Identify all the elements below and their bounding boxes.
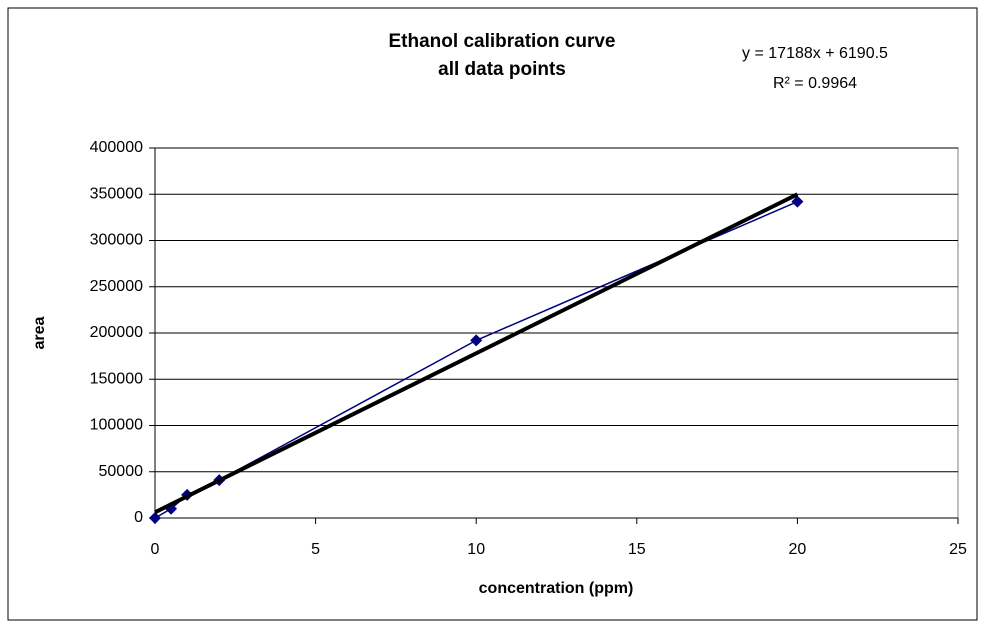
x-tick-label: 15 bbox=[628, 541, 646, 558]
y-tick-label: 100000 bbox=[90, 417, 143, 434]
y-tick-label: 300000 bbox=[90, 232, 143, 249]
x-tick-label: 20 bbox=[789, 541, 807, 558]
x-tick-label: 0 bbox=[151, 541, 160, 558]
y-tick-label: 400000 bbox=[90, 139, 143, 156]
y-tick-label: 250000 bbox=[90, 278, 143, 295]
y-tick-label: 50000 bbox=[99, 463, 144, 480]
chart-subtitle: all data points bbox=[438, 59, 566, 80]
y-tick-label: 350000 bbox=[90, 185, 143, 202]
x-axis-label: concentration (ppm) bbox=[479, 580, 634, 597]
x-tick-label: 5 bbox=[311, 541, 320, 558]
chart-title: Ethanol calibration curve bbox=[389, 31, 616, 52]
marker bbox=[791, 195, 804, 208]
y-axis-label: area bbox=[31, 316, 48, 349]
y-tick-label: 200000 bbox=[90, 324, 143, 341]
y-tick-label: 0 bbox=[134, 509, 143, 526]
x-tick-label: 25 bbox=[949, 541, 967, 558]
x-tick-label: 10 bbox=[467, 541, 485, 558]
equation: y = 17188x + 6190.5 bbox=[742, 45, 888, 62]
y-tick-label: 150000 bbox=[90, 370, 143, 387]
marker bbox=[149, 512, 161, 524]
r-squared: R² = 0.9964 bbox=[773, 75, 857, 92]
marker bbox=[470, 334, 483, 347]
trendline bbox=[154, 192, 799, 515]
